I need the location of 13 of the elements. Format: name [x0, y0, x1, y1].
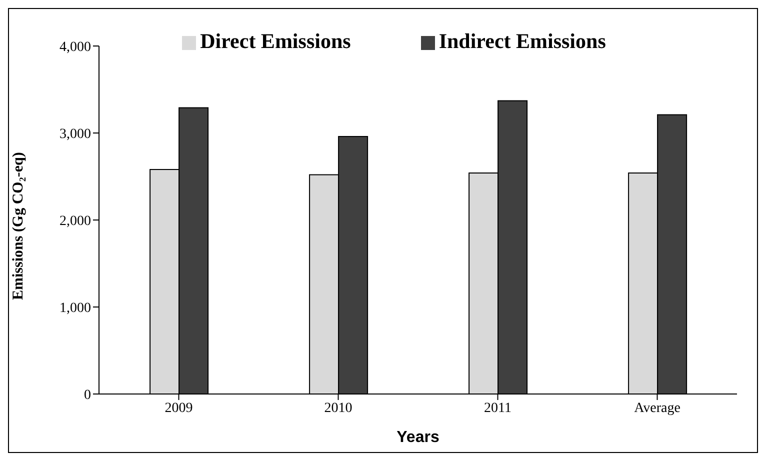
- x-tick-label: 2009: [164, 400, 193, 416]
- y-tick-label: 4,000: [60, 40, 91, 55]
- y-tick-label: 2,000: [60, 214, 91, 229]
- y-tick-label: 1,000: [60, 300, 91, 316]
- x-tick-label: 2011: [484, 400, 512, 416]
- x-tick-label: Average: [634, 400, 680, 416]
- x-axis-title: Years: [396, 429, 440, 446]
- legend-label: Indirect Emissions: [438, 29, 606, 53]
- y-axis-title: Emissions (Gg CO₂-eq): [10, 152, 26, 300]
- y-tick-label: 0: [84, 388, 91, 403]
- x-tick-label: 2010: [324, 400, 352, 416]
- y-tick-label: 3,000: [60, 126, 91, 142]
- legend-label: Direct Emissions: [200, 29, 351, 53]
